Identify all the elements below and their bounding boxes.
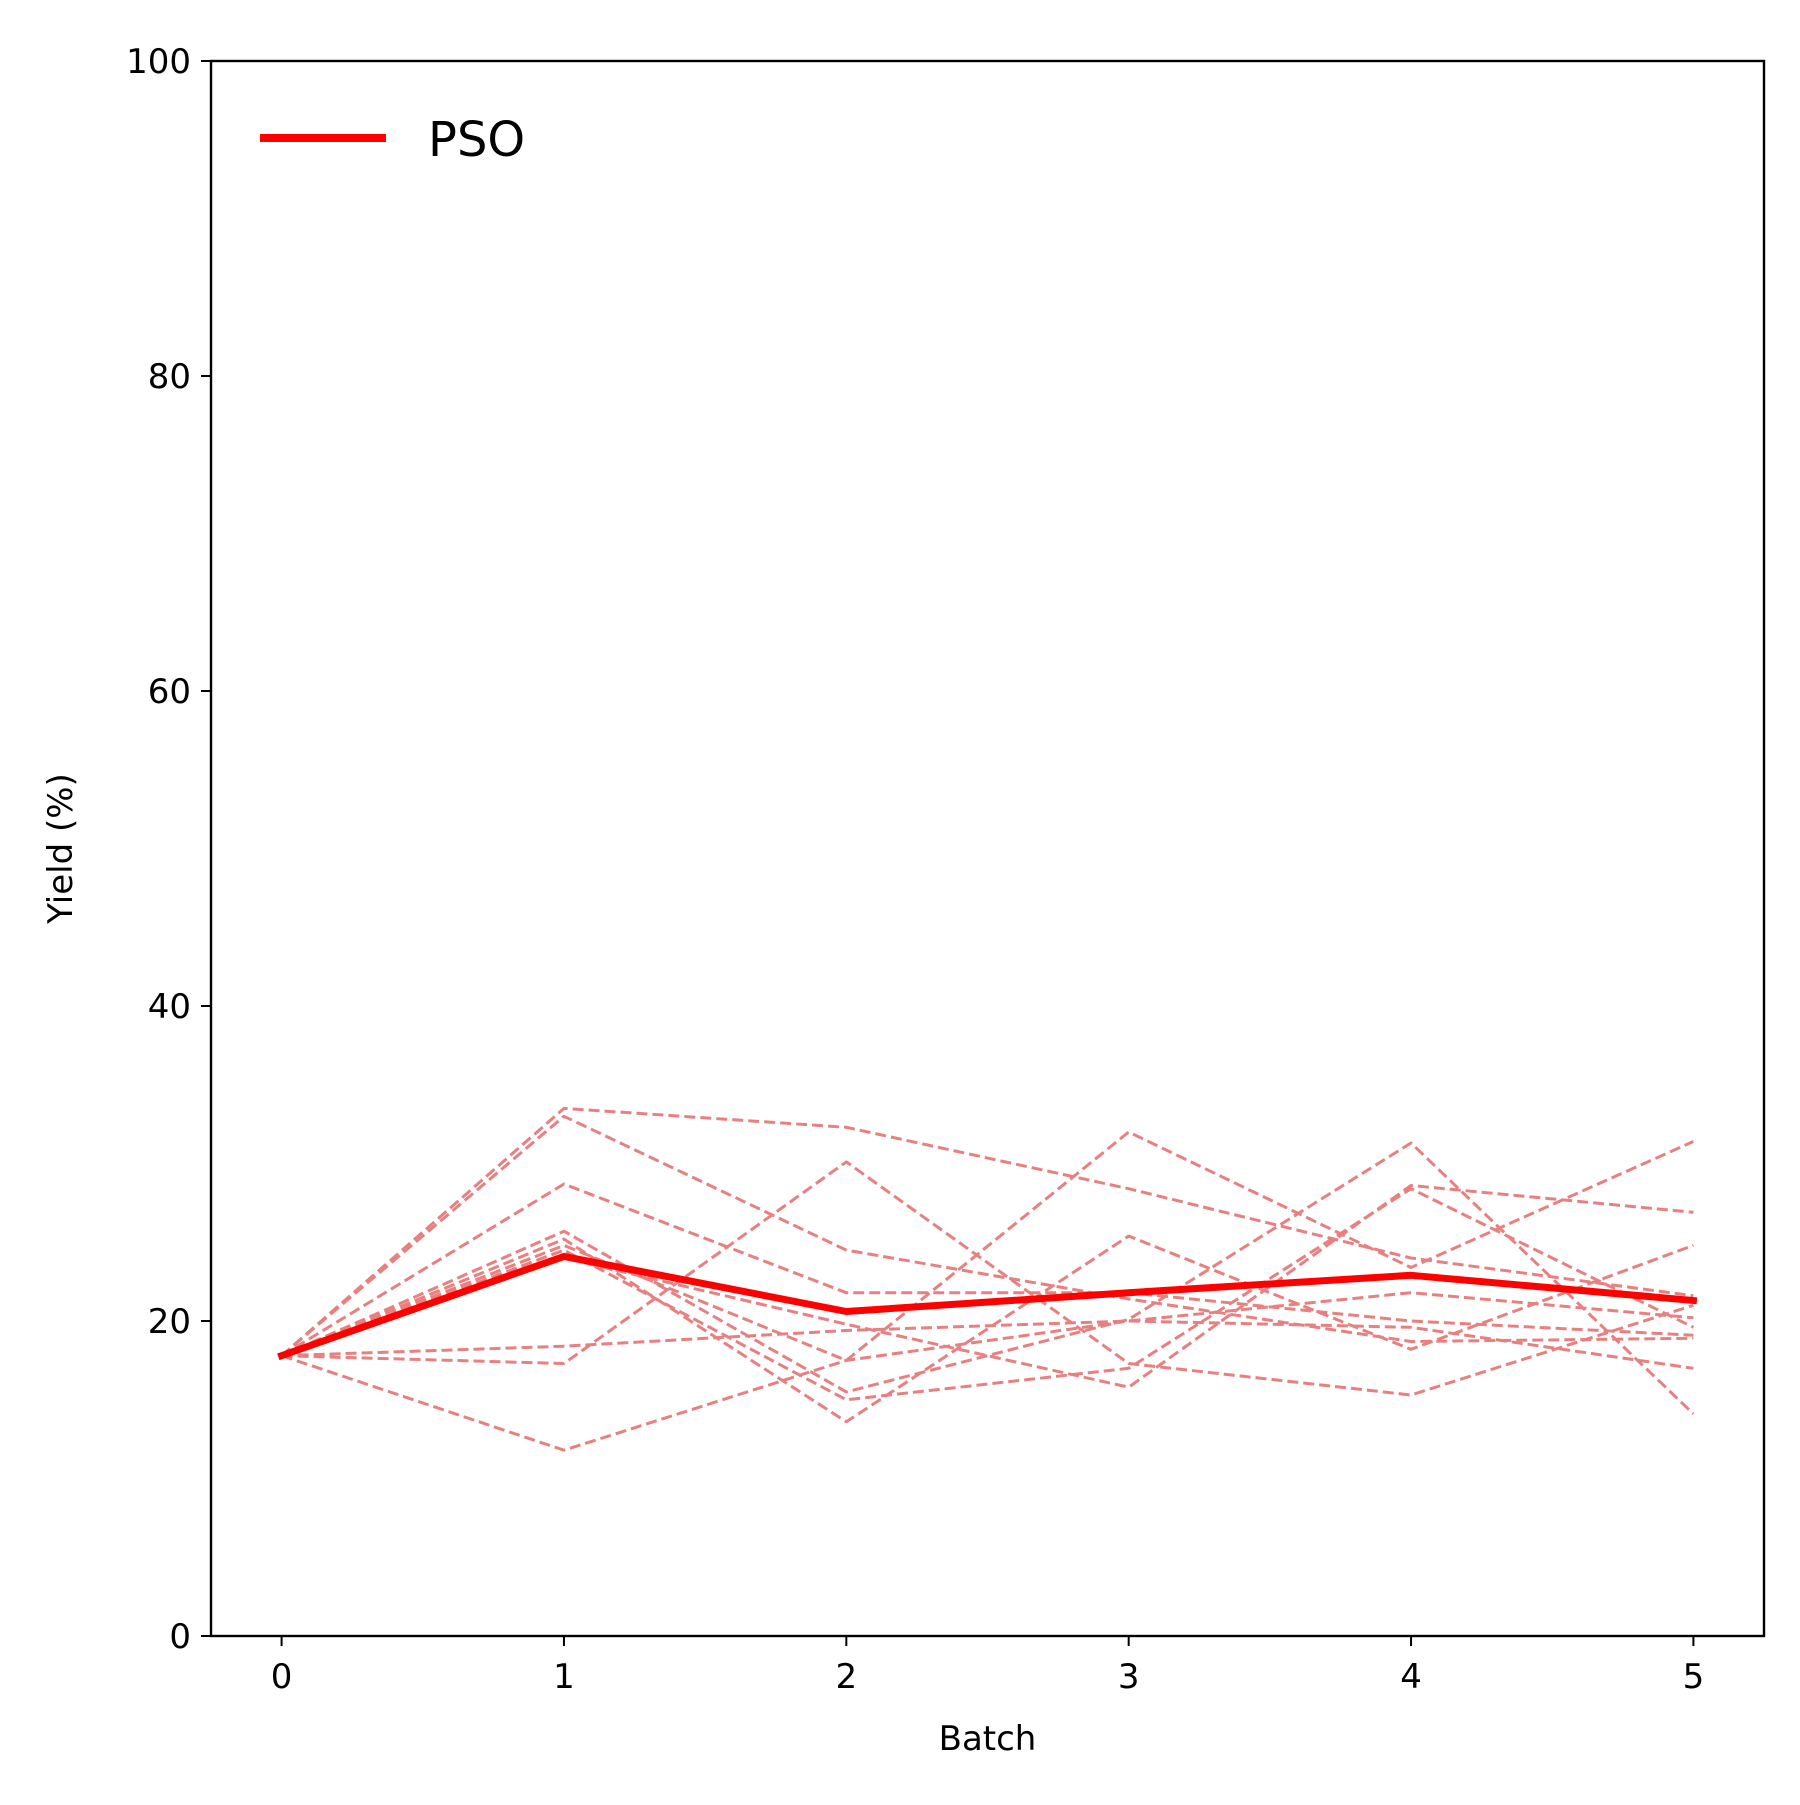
run-line-11 [281,1291,1694,1452]
y-tick-label-60: 60 [148,672,191,712]
y-axis-label: Yield (%) [41,773,81,925]
legend-label-pso: PSO [428,112,525,168]
y-tick-label-100: 100 [126,42,191,82]
legend: PSO [260,112,525,168]
run-line-5 [281,1234,1694,1424]
y-tick-label-80: 80 [148,357,191,397]
x-tick-label-0: 0 [271,1657,293,1697]
x-tick-label-2: 2 [835,1657,857,1697]
run-line-10 [281,1160,1694,1397]
mean-line-pso [277,1252,1698,1361]
run-line-6 [281,1130,1695,1362]
x-tick-label-5: 5 [1683,1657,1705,1697]
run-line-9 [281,1319,1694,1370]
y-tick-label-0: 0 [169,1617,191,1657]
run-line-7 [281,1187,1695,1402]
x-tick-label-4: 4 [1400,1657,1422,1697]
x-tick-label-3: 3 [1118,1657,1140,1697]
x-axis-label: Batch [939,1719,1037,1759]
x-axis: 0 1 2 3 4 5 [271,1636,1704,1697]
run-line-4 [280,1141,1695,1415]
plot-frame [209,59,1766,1638]
mean-line-layer [277,1252,1698,1361]
x-tick-label-1: 1 [553,1657,575,1697]
run-line-1 [280,1106,1694,1357]
y-tick-label-20: 20 [148,1302,191,1342]
run-line-2 [280,1114,1694,1357]
run-line-3 [280,1182,1694,1357]
y-tick-label-40: 40 [148,987,191,1027]
y-axis: 0 20 40 60 80 100 [126,42,211,1657]
